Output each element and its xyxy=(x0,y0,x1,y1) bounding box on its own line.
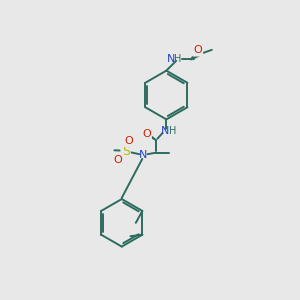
Text: O: O xyxy=(193,45,202,56)
Text: S: S xyxy=(122,145,130,158)
Text: O: O xyxy=(142,129,151,139)
Text: N: N xyxy=(161,126,169,136)
Text: O: O xyxy=(125,136,134,146)
Text: N: N xyxy=(139,150,148,160)
Text: N: N xyxy=(167,54,175,64)
Text: H: H xyxy=(169,126,177,136)
Text: H: H xyxy=(174,54,181,64)
Text: O: O xyxy=(113,155,122,165)
